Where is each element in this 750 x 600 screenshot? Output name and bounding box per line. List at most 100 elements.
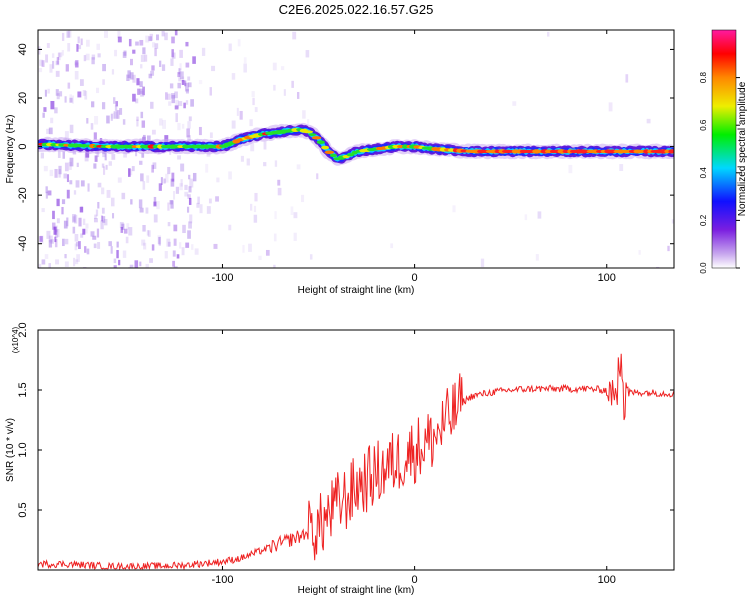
spectrogram-speckle [166,238,171,247]
spectrogram-speckle [121,223,125,230]
spectrogram-speckle [85,53,90,61]
spectrogram-speckle [172,52,176,59]
spectrogram-speckle [186,128,190,138]
colorbar-gradient [711,29,737,269]
spectrogram-speckle [123,50,127,56]
spectrogram-speckle [154,43,159,49]
spectrogram-speckle [547,31,550,37]
spectrogram-speckle [197,196,200,205]
spectrogram-speckle [189,214,193,224]
spectrogram-speckle [49,64,53,73]
spectrogram-speckle [250,142,255,152]
spectrogram-speckle [277,187,282,196]
spectrogram-speckle [150,101,154,109]
spectrogram-speckle [215,196,219,202]
spectrogram-speckle [82,218,86,226]
spectrogram-speckle [83,55,87,62]
spectrogram-speckle [646,118,651,124]
spectrogram-speckle [198,80,203,85]
spectrogram-speckle [146,230,149,236]
snr-y-tick-label: 1.5 [17,382,29,397]
spectrogram-speckle [213,243,218,249]
spectrogram-speckle [67,30,72,38]
spectrogram-speckle [307,119,310,126]
spectrogram-speckle [61,199,66,205]
spectrogram-speckle [78,217,82,227]
spectrogram-speckle [184,191,189,197]
spectrogram-x-label: Height of straight line (km) [298,285,415,296]
spectrogram-peak [308,133,317,137]
spectrogram-speckle [131,166,135,172]
spectrogram-speckle [55,89,59,96]
spectrogram-speckle [85,149,90,158]
spectrogram-speckle [86,118,89,124]
spectrogram-peak [127,144,135,149]
spectrogram-speckle [117,177,122,183]
spectrogram-speckle [273,264,276,268]
spectrogram-speckle [180,179,183,187]
spectrogram-speckle [535,254,539,261]
spectrogram-speckle [132,93,136,102]
spectrogram-speckle [137,88,141,95]
spectrogram-speckle [102,63,106,72]
spectrogram-speckle [185,100,189,105]
spectrogram-speckle [171,93,175,99]
spectrogram-speckle [97,201,100,209]
spectrogram-speckle [56,198,60,207]
spectrogram-speckle [116,241,119,248]
spectrogram-speckle [114,105,118,111]
spectrogram-speckle [175,113,178,123]
spectrogram-speckle [158,236,161,245]
spectrogram-speckle [169,200,173,205]
spectrogram-speckle [254,107,258,113]
spectrogram-speckle [142,47,146,55]
spectrogram-speckle [239,110,243,120]
spectrogram-speckle [63,220,68,229]
spectrogram-speckle [128,227,133,236]
spectrogram-speckle [181,247,185,256]
spectrogram-speckle [39,59,43,66]
spectrogram-speckle [190,99,194,107]
spectrogram-speckle [185,89,189,94]
spectrogram-speckle [173,266,178,268]
spectrogram-speckle [48,235,53,243]
spectrogram-speckle [150,70,155,76]
spectrogram-speckle [140,111,144,119]
spectrogram-x-tick-label: 100 [598,272,616,284]
spectrogram-speckle [140,173,144,182]
spectrogram-speckle [170,178,175,187]
spectrogram-speckle [78,241,81,250]
spectrogram-speckle [178,77,182,82]
spectrogram-speckle [101,207,105,214]
spectrogram-speckle [55,225,58,233]
spectrogram-speckle [243,57,247,64]
spectrogram-speckle [112,267,116,268]
spectrogram-y-tick-label: -40 [17,236,29,252]
spectrogram-speckle [524,214,528,221]
spectrogram-speckle [76,254,80,262]
spectrogram-speckle [135,98,139,104]
spectrogram-speckle [274,160,278,167]
snr-y-multiplier: (x10^4) [11,326,20,353]
spectrogram-speckle [120,227,124,233]
spectrogram-speckle [198,126,202,136]
spectrogram-speckle [171,49,174,58]
spectrogram-speckle [273,233,277,242]
spectrogram-speckle [132,74,136,83]
spectrogram-speckle [74,61,78,66]
spectrogram-speckle [85,223,89,229]
spectrogram-speckle [180,163,185,172]
spectrogram-speckle [40,235,44,244]
spectrogram-speckle [273,84,276,91]
spectrogram-speckle [64,254,67,259]
spectrogram-speckle [123,228,128,234]
spectrogram-speckle [66,217,69,227]
spectrogram-speckle [57,150,61,158]
spectrogram-axes: -100 0 100 -40 -20 0 20 40 [17,30,674,284]
spectrogram-speckle [174,30,178,36]
spectrogram-peak [668,149,674,154]
spectrogram-speckle [172,260,176,267]
snr-x-tick-label: 0 [412,574,418,586]
spectrogram-speckle [110,114,113,121]
spectrogram-speckle [142,134,146,143]
